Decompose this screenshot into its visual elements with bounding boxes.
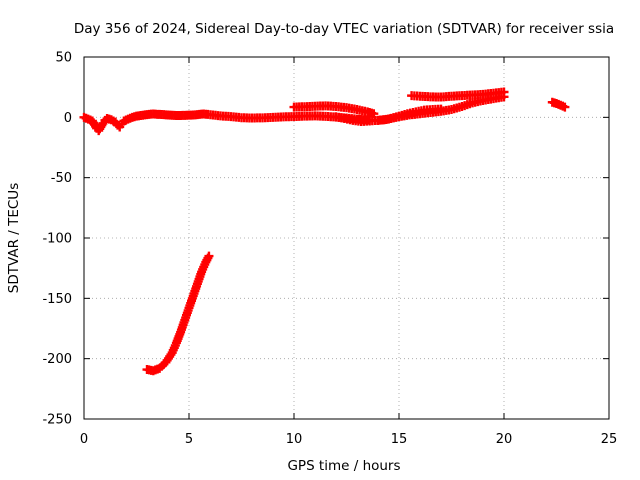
series-1 [289, 101, 379, 119]
plot-frame [83, 56, 610, 420]
y-tick-label: -150 [42, 292, 72, 307]
x-tick-label: 25 [601, 432, 618, 447]
x-tick-label: 0 [80, 432, 88, 447]
y-tick-label: -50 [51, 171, 72, 186]
x-tick-label: 5 [185, 432, 193, 447]
data-point-marker [204, 251, 214, 261]
y-tick-label: 50 [55, 51, 72, 66]
y-tick-label: 0 [64, 111, 72, 126]
y-tick-label: -100 [42, 232, 72, 247]
series-2 [331, 104, 446, 127]
series-3 [407, 87, 509, 102]
x-axis-label: GPS time / hours [287, 458, 400, 474]
data-point-marker [499, 87, 509, 97]
x-tick-label: 10 [286, 432, 303, 447]
data-point-marker [560, 102, 570, 112]
y-tick-label: -250 [42, 413, 72, 428]
y-tick-label: -200 [42, 352, 72, 367]
data-point-marker [436, 104, 446, 114]
series-4 [547, 97, 570, 112]
chart-title: Day 356 of 2024, Sidereal Day-to-day VTE… [74, 21, 614, 37]
data-points [79, 87, 570, 376]
series-5 [142, 251, 214, 376]
y-axis-label: SDTVAR / TECUs [6, 183, 22, 293]
x-tick-label: 15 [391, 432, 408, 447]
x-tick-label: 20 [496, 432, 513, 447]
data-point-marker [369, 109, 379, 119]
